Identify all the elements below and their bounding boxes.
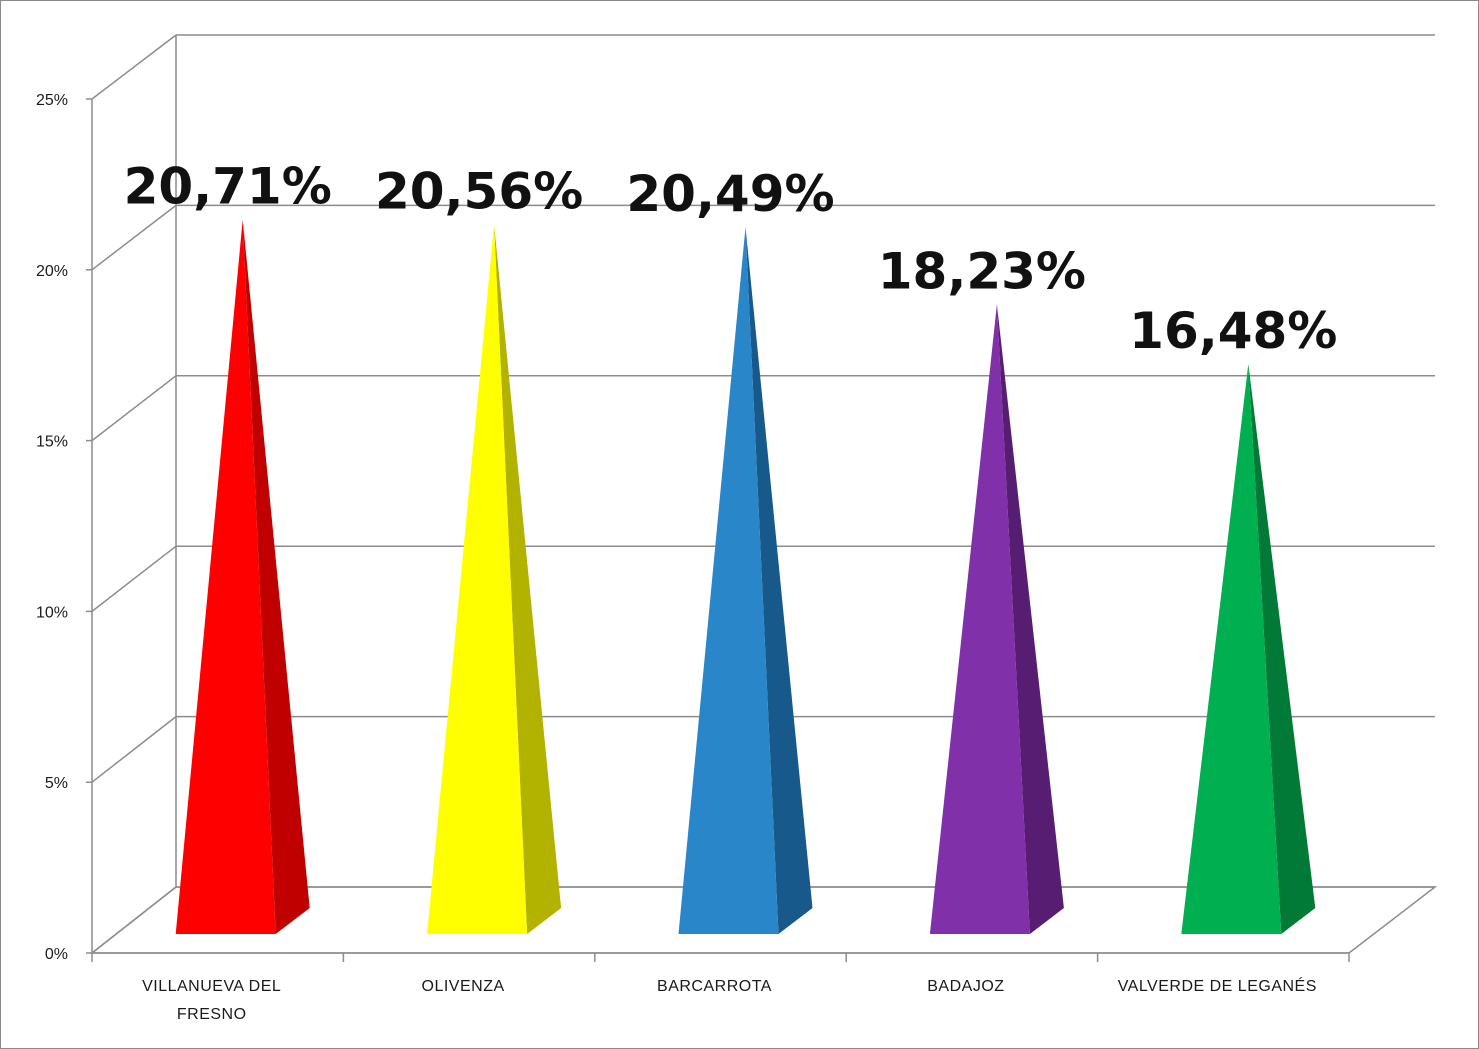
category-label: BARCARROTA	[657, 978, 772, 995]
pyramid-side-face	[1248, 364, 1316, 934]
side-gridline	[91, 375, 177, 442]
y-tick-label: 0%	[45, 946, 68, 963]
data-label: 16,48%	[1129, 302, 1337, 360]
y-tick-label: 20%	[36, 263, 68, 280]
data-label: 18,23%	[878, 242, 1086, 300]
data-label: 20,49%	[626, 165, 834, 223]
pyramid-bar	[427, 224, 528, 934]
pyramid-bar	[175, 219, 276, 935]
pyramid-bar	[1181, 364, 1282, 934]
pyramid-bar	[929, 304, 1030, 935]
category-label: VILLANUEVA DEL	[142, 978, 281, 995]
category-label: BADAJOZ	[927, 978, 1004, 995]
data-label: 20,71%	[124, 158, 332, 216]
side-gridline	[91, 716, 177, 783]
y-tick-label: 15%	[36, 434, 68, 451]
category-label: VALVERDE DE LEGANÉS	[1118, 976, 1317, 995]
y-tick-label: 5%	[45, 775, 68, 792]
pyramid-side-face	[494, 224, 562, 934]
pyramid-side-face	[996, 304, 1064, 935]
pyramid-bar	[678, 227, 779, 935]
pyramid-side-face	[745, 227, 813, 935]
side-gridline	[91, 886, 177, 954]
side-gridline	[91, 34, 177, 100]
y-tick-label: 25%	[36, 92, 68, 109]
data-label: 20,56%	[375, 163, 583, 221]
y-tick-label: 10%	[36, 604, 68, 621]
category-label: OLIVENZA	[422, 978, 505, 995]
pyramid-side-face	[242, 219, 310, 935]
side-gridline	[91, 545, 177, 612]
side-gridline	[91, 204, 177, 271]
category-label: FRESNO	[177, 1006, 247, 1023]
